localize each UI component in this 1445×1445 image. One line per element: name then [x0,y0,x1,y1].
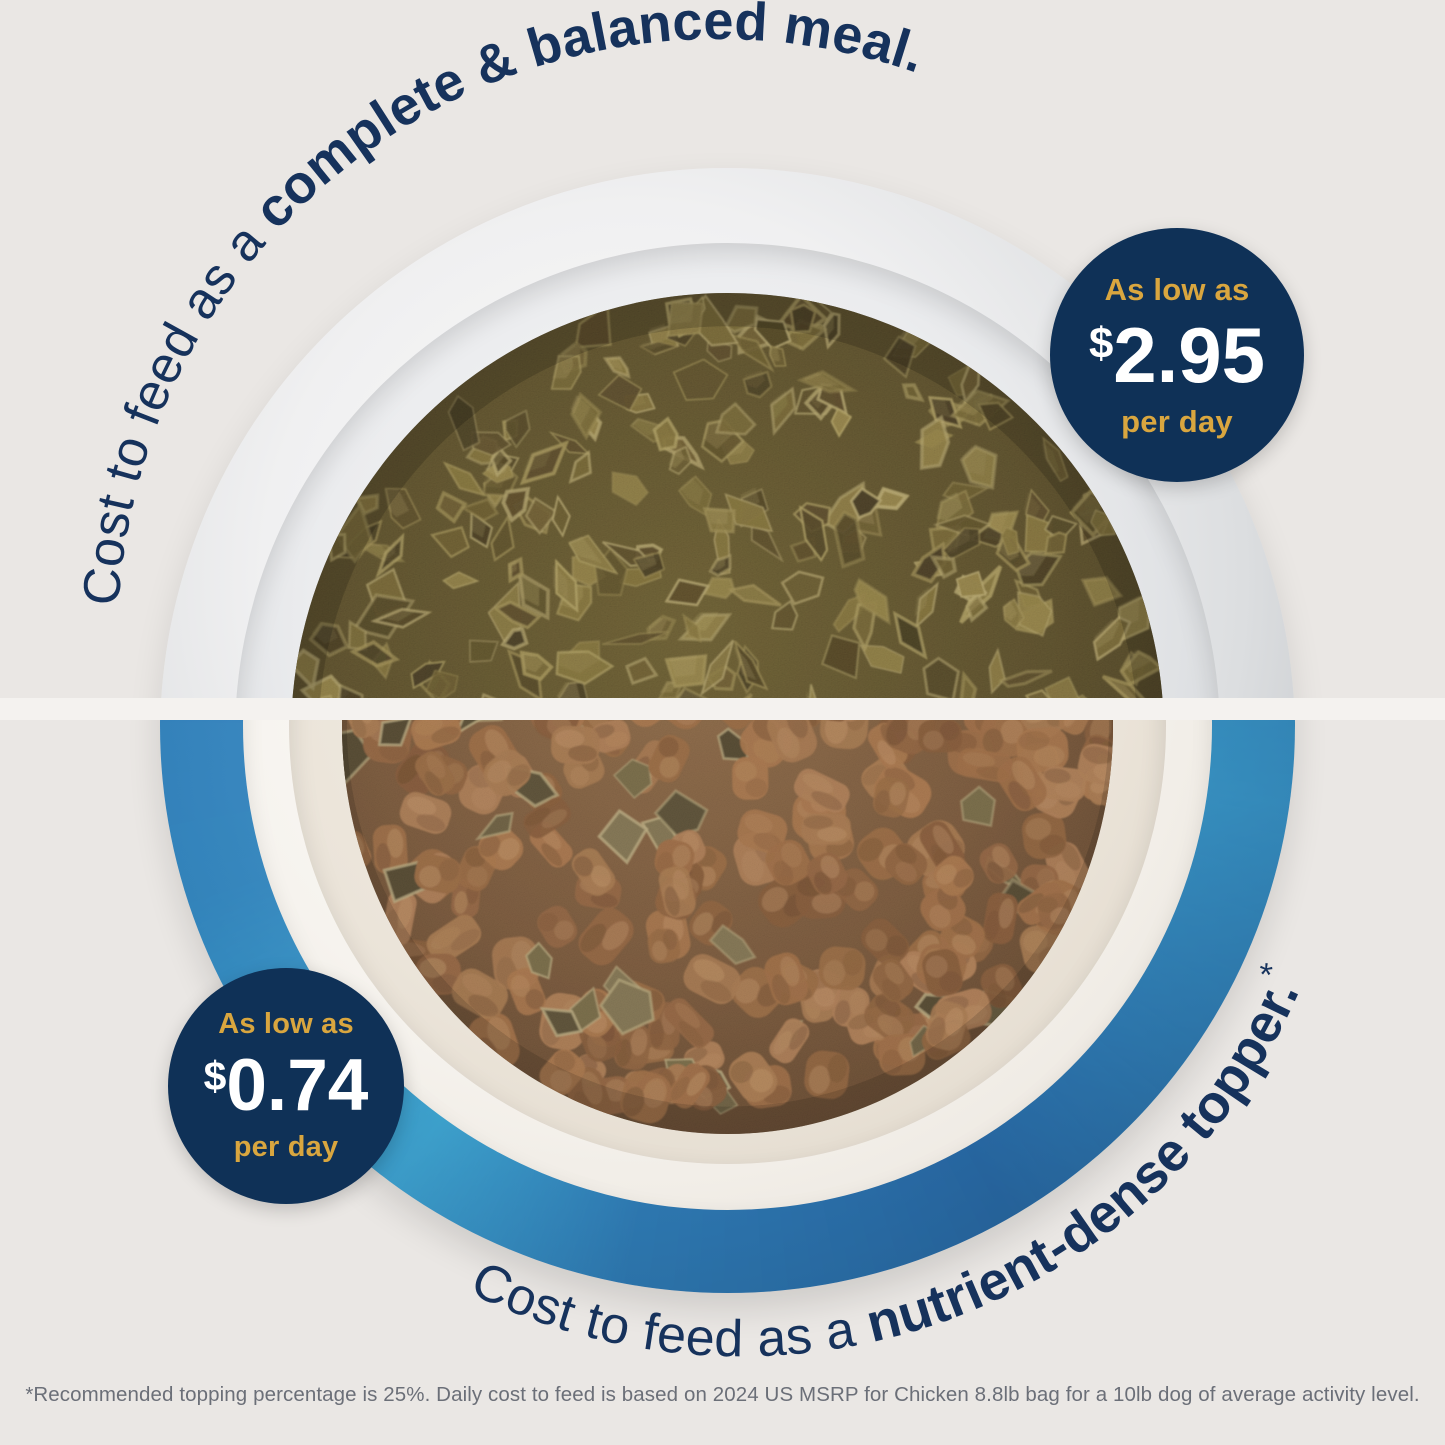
badge-currency-symbol: $ [203,1052,227,1099]
badge-price-value: 2.95 [1113,310,1266,399]
top-arc-text-content: Cost to feed as a complete & balanced me… [72,0,932,608]
bowl-divider [0,698,1445,720]
badge-per-day-label: per day [1121,403,1233,439]
badge-per-day-label: per day [233,1131,339,1163]
bottom-arc-text: Cost to feed as a nutrient-dense topper.… [463,958,1311,1369]
bottom-arc-light: Cost to feed as a [463,1250,875,1368]
top-arc-text: Cost to feed as a complete & balanced me… [72,0,932,608]
top-arc-bold: complete & balanced meal [242,0,917,240]
price-badge-complete-meal[interactable]: As low as $2.95 per day [1050,228,1304,482]
badge-as-low-as-label: As low as [1104,271,1250,307]
bottom-arc-bold: nutrient-dense topper [860,981,1305,1354]
footnote: *Recommended topping percentage is 25%. … [25,1383,1420,1406]
badge-price: $0.74 [204,1049,369,1122]
badge-as-low-as-label: As low as [218,1008,354,1040]
badge-price-value: 0.74 [226,1045,369,1126]
bottom-bowl-section [0,718,1445,1338]
top-arc-light: Cost to feed as a [72,201,285,608]
badge-price: $2.95 [1089,316,1265,394]
price-badge-topper[interactable]: As low as $0.74 per day [168,968,404,1204]
badge-currency-symbol: $ [1088,319,1114,369]
bottom-arc-text-content: Cost to feed as a nutrient-dense topper.… [463,958,1311,1369]
